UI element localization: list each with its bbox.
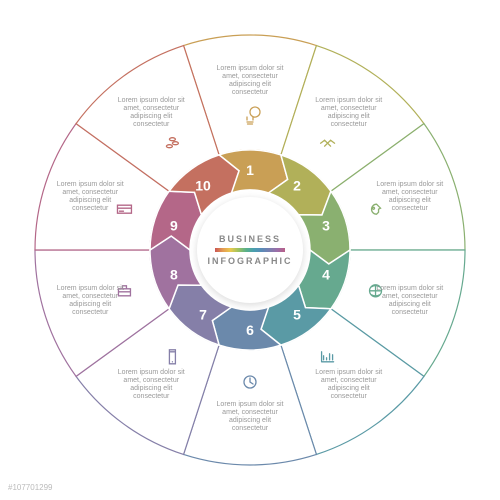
watermark: #107701299 [8,483,53,492]
center-title-2: INFOGRAPHIC [208,256,293,266]
segment-number-8: 8 [170,267,178,283]
center-circle: BUSINESS INFOGRAPHIC [197,197,303,303]
segment-number-6: 6 [246,322,254,338]
segment-number-9: 9 [170,217,178,233]
segment-number-10: 10 [195,177,211,193]
segment-number-1: 1 [246,162,254,178]
center-title-1: BUSINESS [219,234,281,244]
infographic-container: 12345678910 Lorem ipsum dolor sitamet, c… [0,0,500,500]
segment-number-3: 3 [322,217,330,233]
segment-number-7: 7 [199,307,207,323]
segment-number-5: 5 [293,307,301,323]
segment-number-4: 4 [322,267,330,283]
segment-number-2: 2 [293,177,301,193]
center-color-bar [215,248,285,252]
